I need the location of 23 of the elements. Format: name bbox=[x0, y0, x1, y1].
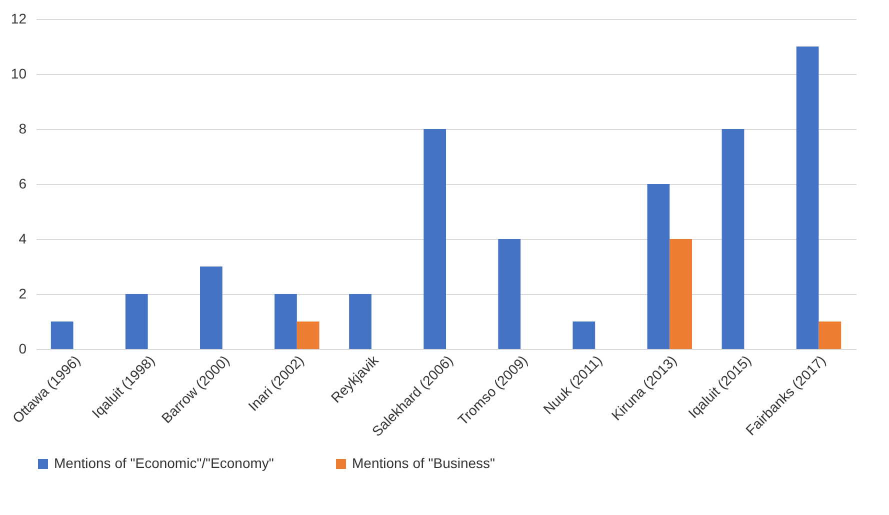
bar bbox=[274, 294, 297, 349]
legend-label: Mentions of "Economic"/"Economy" bbox=[54, 455, 274, 471]
bar bbox=[349, 294, 372, 349]
bar bbox=[572, 322, 596, 349]
y-tick-label: 8 bbox=[18, 120, 27, 136]
bar bbox=[125, 294, 148, 349]
y-tick-label: 4 bbox=[18, 230, 27, 246]
y-tick-label: 6 bbox=[18, 176, 27, 192]
bar bbox=[498, 239, 521, 349]
bar bbox=[424, 129, 446, 349]
bar bbox=[670, 239, 692, 349]
bar bbox=[722, 129, 744, 349]
bar bbox=[647, 184, 670, 349]
y-tick-label: 10 bbox=[10, 66, 27, 82]
bar bbox=[818, 322, 842, 349]
y-tick-label: 12 bbox=[10, 10, 27, 26]
bar bbox=[296, 322, 320, 349]
bar bbox=[796, 46, 819, 349]
y-tick-label: 2 bbox=[18, 286, 27, 302]
y-tick-label: 0 bbox=[18, 340, 27, 356]
bar bbox=[200, 266, 222, 349]
legend-label: Mentions of "Business" bbox=[352, 455, 496, 471]
bar bbox=[50, 322, 74, 349]
